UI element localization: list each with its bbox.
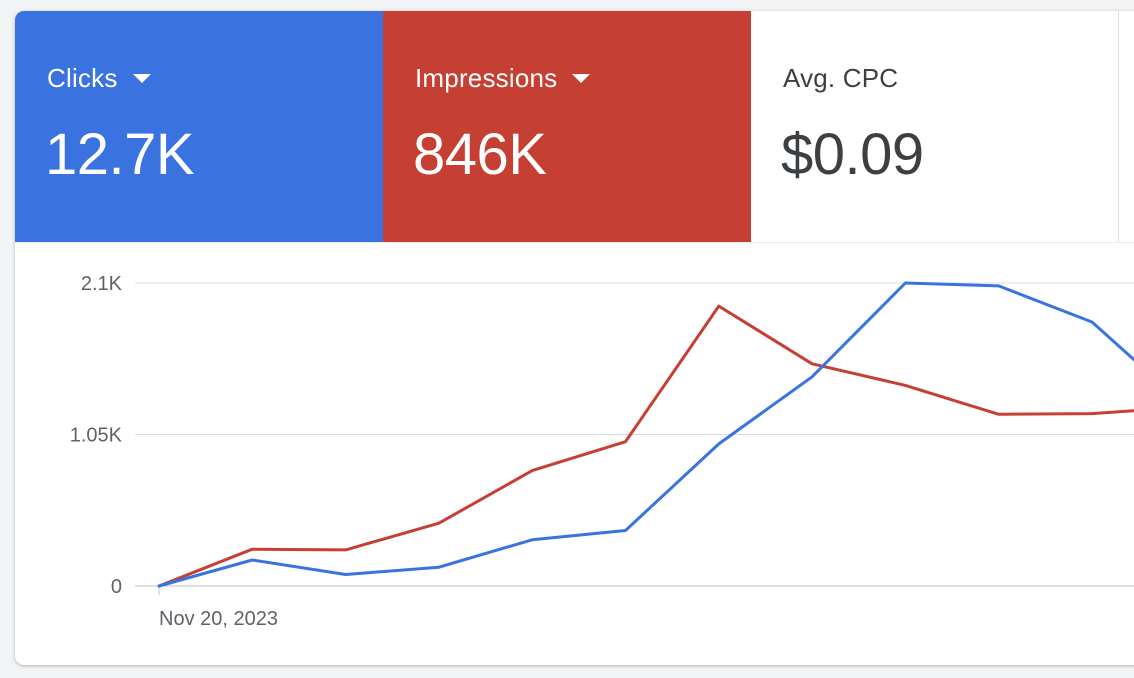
impressions-label-row[interactable]: Impressions: [415, 63, 591, 93]
tiles-divider: [15, 242, 1134, 243]
clicks-label: Clicks: [47, 63, 118, 93]
y-tick-label: 2.1K: [81, 273, 123, 295]
avg-cpc-value: $0.09: [781, 122, 924, 187]
series-line: [157, 281, 1134, 588]
performance-card: Clicks 12.7K Impressions 846K Avg. CPC $…: [15, 11, 1134, 665]
impressions-label: Impressions: [415, 63, 558, 93]
clicks-label-row[interactable]: Clicks: [47, 63, 151, 93]
series-line: [157, 304, 1134, 588]
y-tick-label: 1.05K: [70, 425, 123, 447]
impressions-metric-tile[interactable]: Impressions 846K: [383, 11, 751, 242]
impressions-value: 846K: [413, 122, 547, 187]
caret-down-icon[interactable]: [132, 73, 151, 83]
avg-cpc-label: Avg. CPC: [783, 63, 899, 93]
clicks-value: 12.7K: [45, 122, 195, 187]
y-tick-label: 0: [111, 576, 122, 598]
line-chart: 2.1K 1.05K 0 Nov 20, 2023: [70, 273, 1134, 630]
clicks-metric-tile[interactable]: Clicks 12.7K: [15, 11, 383, 242]
avg-cpc-metric-tile[interactable]: Avg. CPC $0.09: [751, 11, 1119, 242]
caret-down-icon[interactable]: [572, 73, 591, 83]
x-tick-label: Nov 20, 2023: [159, 608, 278, 630]
